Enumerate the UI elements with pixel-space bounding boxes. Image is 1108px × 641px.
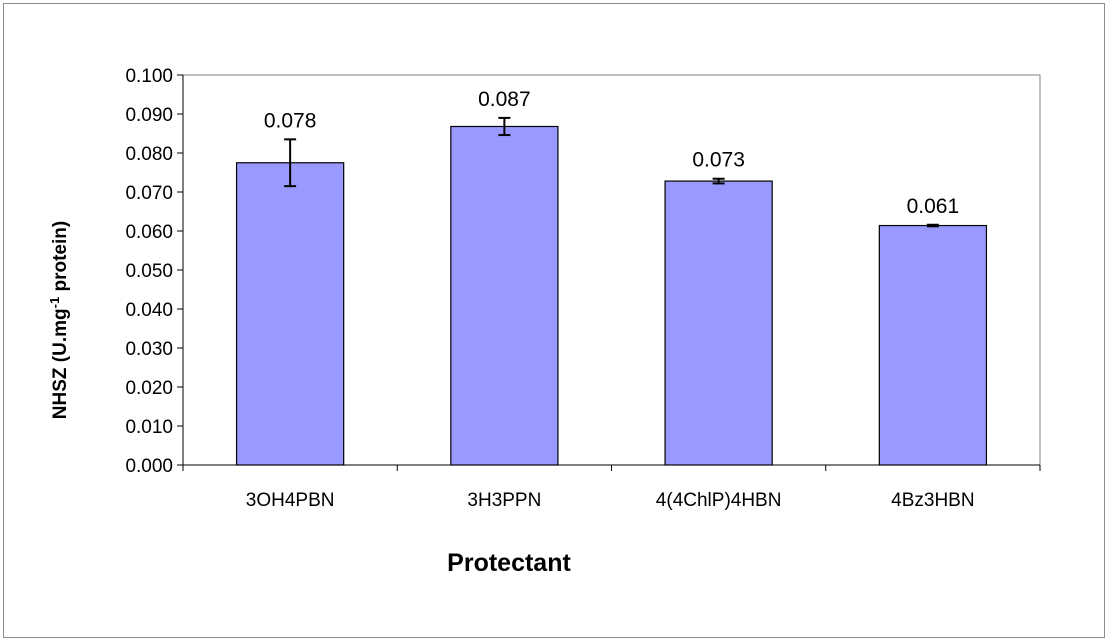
y-tick-label: 0.100 [125, 66, 173, 87]
y-axis: 0.000 0.010 0.020 0.030 0.040 0.050 0.060 0.070… [125, 66, 184, 477]
bar [878, 224, 988, 466]
x-tick-label: 4(4ChlP)4HBN [656, 490, 782, 511]
y-tick-label: 0.070 [125, 183, 173, 204]
y-tick-label: 0.000 [125, 456, 173, 477]
data-label: 0.073 [692, 149, 745, 172]
y-tick-label: 0.040 [125, 300, 173, 321]
y-tick-label: 0.030 [125, 339, 173, 360]
y-tick-label: 0.010 [125, 417, 173, 438]
y-tick-label: 0.090 [125, 105, 173, 126]
bars [235, 116, 988, 466]
bar [235, 162, 345, 466]
data-label: 0.061 [907, 195, 960, 218]
data-label: 0.078 [264, 109, 317, 132]
bar [664, 180, 773, 466]
y-tick-label: 0.060 [125, 222, 173, 243]
bar [450, 125, 559, 466]
y-tick-label: 0.020 [125, 378, 173, 399]
y-tick-label: 0.080 [125, 144, 173, 165]
y-axis-title: NHSZ (U.mg-1 protein) [47, 221, 72, 419]
y-tick-label: 0.050 [125, 261, 173, 282]
x-tick-label: 3H3PPN [467, 490, 541, 511]
x-axis-title: Protectant [447, 549, 571, 577]
x-axis: 3OH4PBN 3H3PPN 4(4ChlP)4HBN 4Bz3HBN [182, 464, 1041, 511]
data-label: 0.087 [478, 88, 531, 111]
x-tick-label: 3OH4PBN [246, 490, 335, 511]
x-tick-label: 4Bz3HBN [891, 490, 974, 511]
y-axis-title-superscript: -1 [47, 297, 62, 309]
data-labels: 0.078 0.087 0.073 0.061 [264, 88, 959, 218]
